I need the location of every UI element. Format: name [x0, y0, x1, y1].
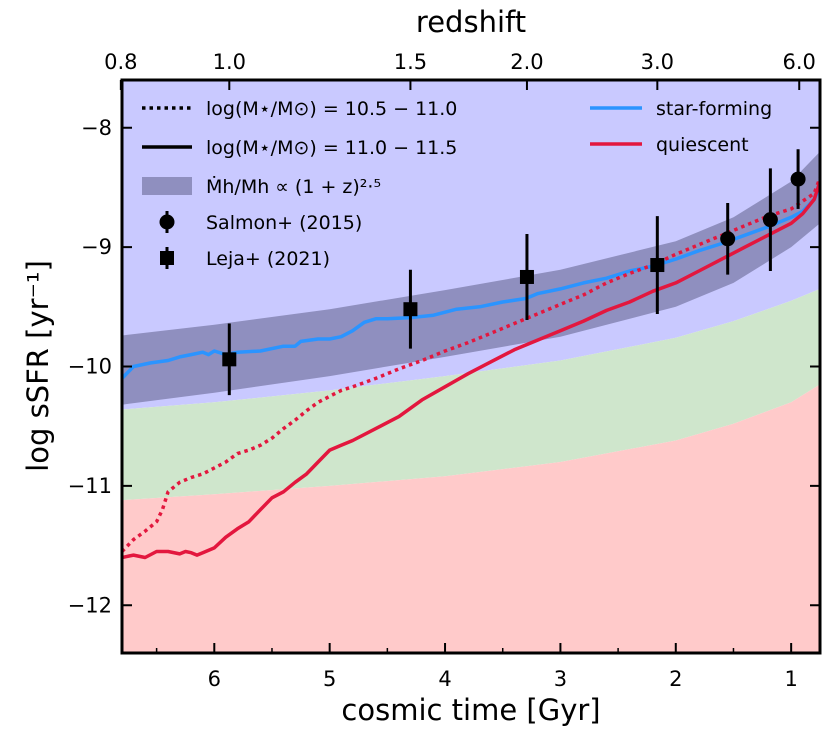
redshift-tick-label: 0.8 — [104, 50, 137, 74]
x-tick-label: 5 — [323, 667, 336, 691]
legend-band-swatch — [142, 177, 192, 195]
data-point-square — [222, 352, 237, 367]
y-axis-title: log sSFR [yr⁻¹] — [21, 260, 55, 472]
legend-label: star-forming — [656, 98, 772, 120]
y-tick-label: −11 — [68, 474, 112, 498]
y-tick-label: −12 — [68, 593, 112, 617]
legend-label: log(M⋆/M⊙) = 10.5 − 11.0 — [206, 98, 457, 120]
x-tick-label: 1 — [784, 667, 797, 691]
y-tick-label: −8 — [81, 116, 112, 140]
redshift-tick-label: 6.0 — [783, 50, 816, 74]
quiescent-region — [122, 384, 820, 653]
data-point-circle — [762, 212, 778, 228]
top-axis-title: redshift — [416, 5, 526, 39]
legend-label: Leja+ (2021) — [206, 248, 330, 270]
y-tick-label: −9 — [81, 235, 112, 259]
data-point-square — [519, 269, 534, 284]
legend-label: Ṁh/Mh ∝ (1 + z)²·⁵ — [206, 175, 381, 198]
data-point-circle — [790, 171, 806, 187]
accretion-band-layer — [122, 151, 820, 405]
legend-label: Salmon+ (2015) — [206, 212, 362, 234]
x-tick-label: 4 — [438, 667, 451, 691]
data-point-square — [650, 258, 665, 273]
accretion-band — [122, 151, 820, 405]
redshift-tick-label: 2.0 — [510, 50, 543, 74]
series-line-quiescent — [122, 180, 820, 560]
redshift-tick-label: 3.0 — [641, 50, 674, 74]
x-tick-label: 2 — [669, 667, 682, 691]
legend-label: log(M⋆/M⊙) = 11.0 − 11.5 — [206, 137, 457, 159]
x-axis-title: cosmic time [Gyr] — [341, 693, 600, 727]
y-tick-label: −10 — [68, 355, 112, 379]
legend-circle-marker — [159, 214, 175, 230]
redshift-tick-label: 1.5 — [394, 50, 427, 74]
observation-points — [222, 149, 806, 396]
green-valley-region — [122, 288, 820, 501]
axis-ticks: 6 5 4 3 2 1 −8 −9 −10 −11 −12 0.8 1.0 1.5 2.0 3.0 6.0 — [68, 50, 820, 691]
series-line-quiescent-10-5-11-0- — [122, 177, 820, 553]
legend-square-marker — [160, 251, 174, 265]
legend-label: quiescent — [656, 134, 749, 156]
data-point-square — [403, 302, 418, 317]
x-tick-label: 6 — [208, 667, 221, 691]
series-lines — [122, 177, 820, 560]
x-tick-label: 3 — [554, 667, 567, 691]
series-line-star-forming — [122, 186, 820, 380]
legend: log(M⋆/M⊙) = 10.5 − 11.0 log(M⋆/M⊙) = 11.… — [142, 98, 772, 270]
redshift-tick-label: 1.0 — [213, 50, 246, 74]
data-point-circle — [720, 231, 736, 247]
